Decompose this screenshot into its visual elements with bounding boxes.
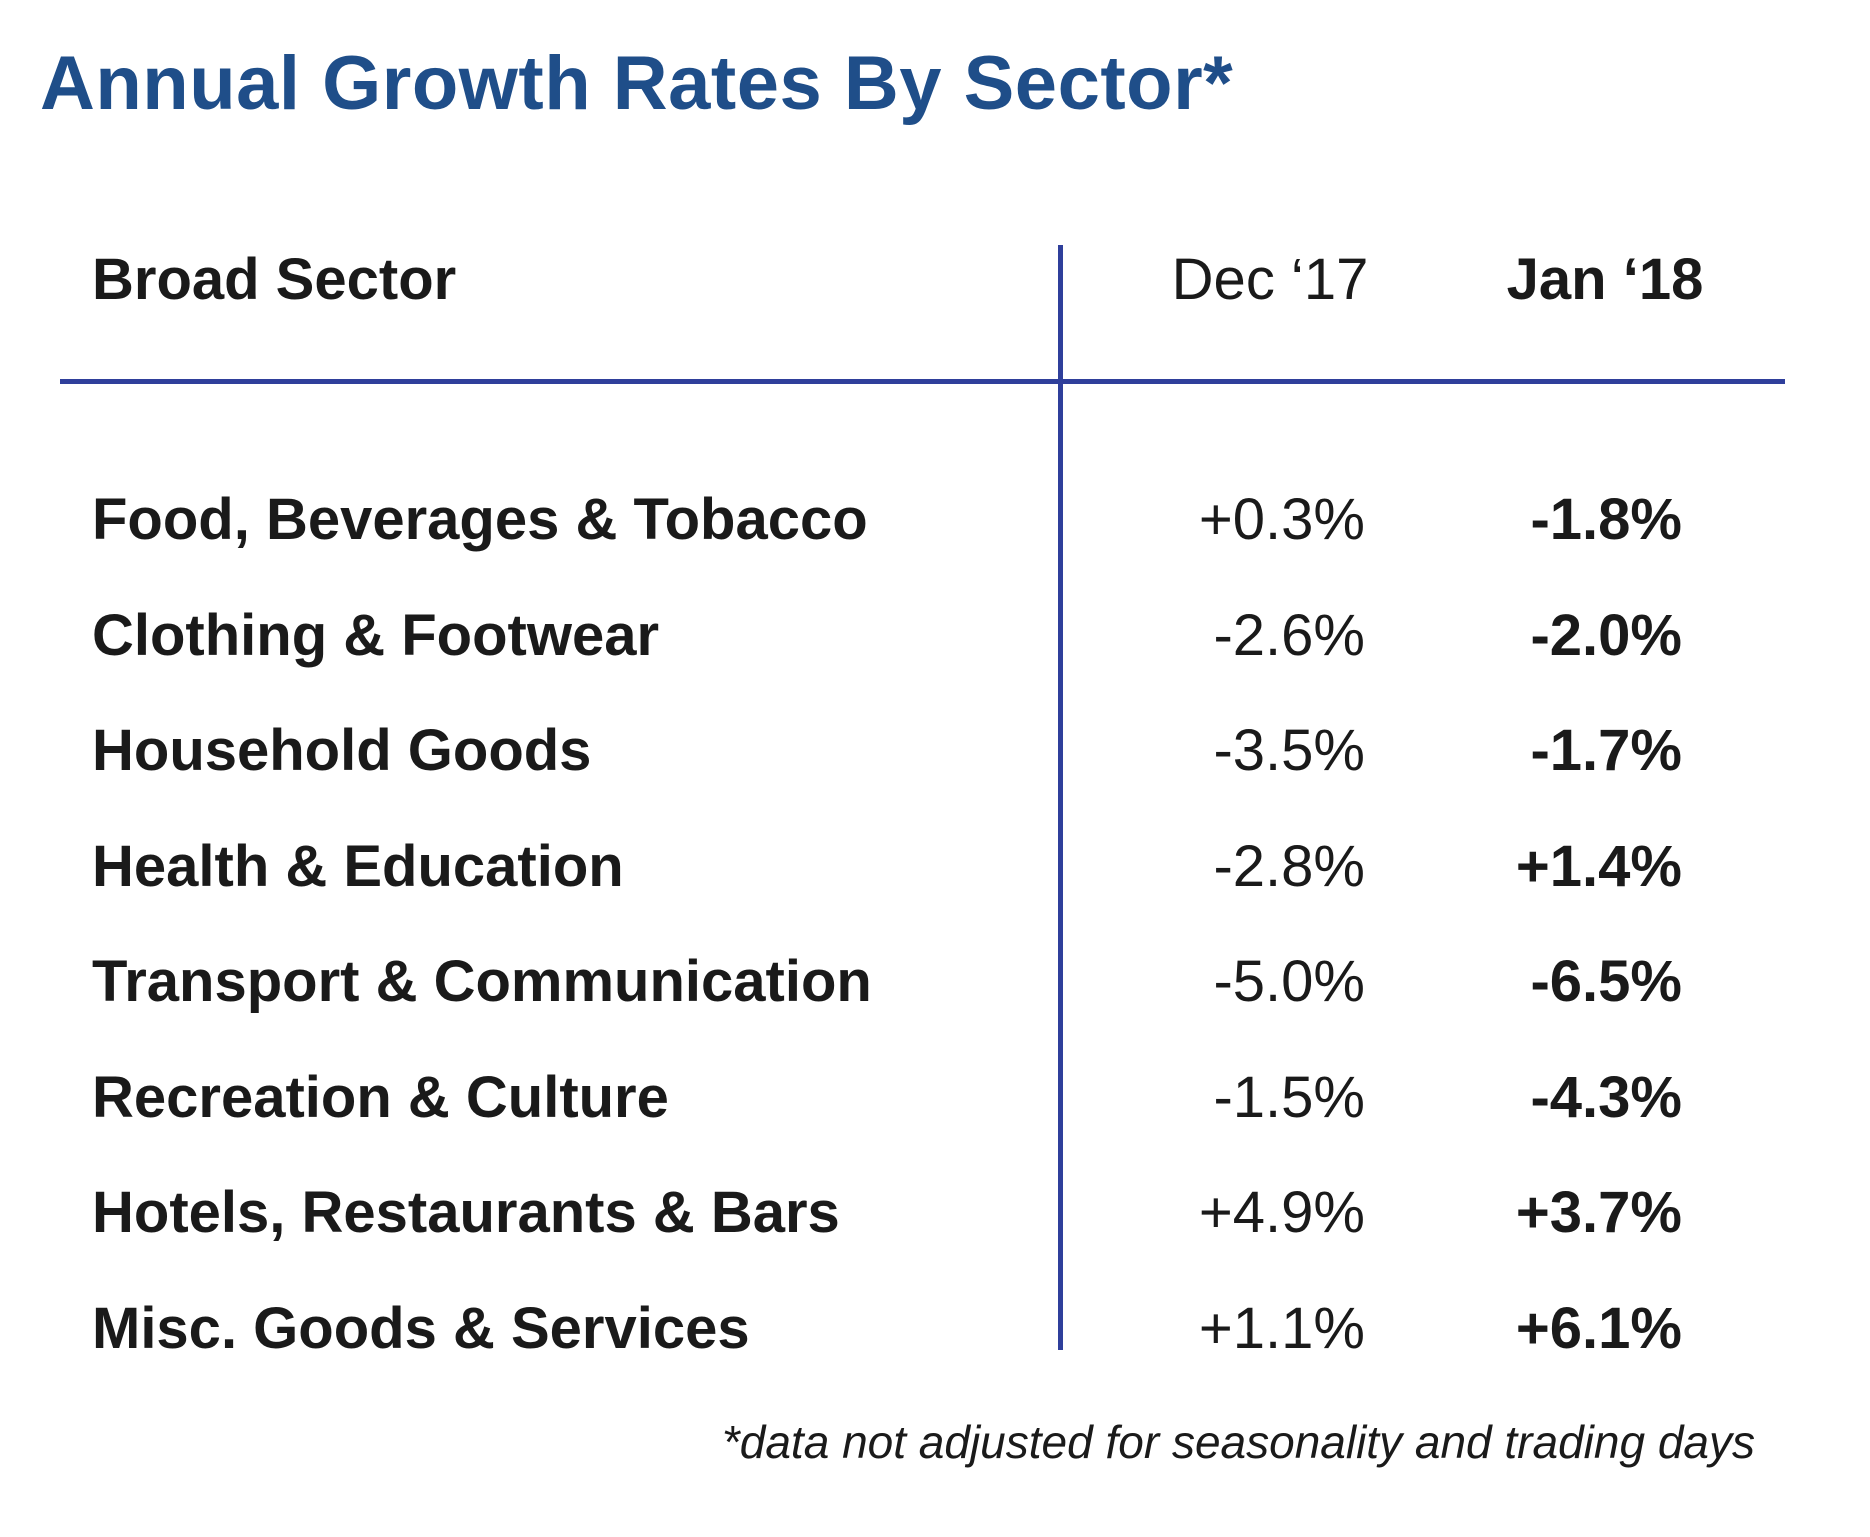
jan-18-value: +1.4% [1515, 833, 1682, 899]
table-row: Transport & Communication -5.0% -6.5% [0, 937, 1870, 1027]
dec-17-value: -3.5% [1213, 718, 1365, 783]
table-row: Hotels, Restaurants & Bars +4.9% +3.7% [0, 1168, 1870, 1258]
jan-18-value: -1.7% [1530, 718, 1682, 783]
sector-label: Food, Beverages & Tobacco [92, 487, 868, 552]
jan-18-value: -2.0% [1530, 602, 1682, 668]
dec-17-value: +4.9% [1198, 1180, 1365, 1245]
sector-label: Household Goods [92, 718, 592, 783]
table-row: Misc. Goods & Services +1.1% +6.1% [0, 1284, 1870, 1374]
table-row: Household Goods -3.5% -1.7% [0, 706, 1870, 796]
jan-18-value: +6.1% [1515, 1295, 1682, 1361]
jan-18-value: -6.5% [1530, 949, 1682, 1014]
dec-17-value: +0.3% [1198, 487, 1365, 552]
column-divider [1058, 245, 1063, 1350]
sector-label: Clothing & Footwear [92, 602, 660, 668]
dec-17-value: -2.8% [1213, 833, 1365, 899]
footnote: *data not adjusted for seasonality and t… [721, 1416, 1755, 1468]
table-row: Food, Beverages & Tobacco +0.3% -1.8% [0, 475, 1870, 565]
sector-label: Hotels, Restaurants & Bars [92, 1180, 840, 1245]
dec-17-value: -2.6% [1213, 602, 1365, 668]
table-title: Annual Growth Rates By Sector* [40, 41, 1234, 126]
header-divider [60, 379, 1785, 384]
jan-18-value: -1.8% [1530, 487, 1682, 552]
sector-label: Recreation & Culture [92, 1064, 669, 1130]
table-row: Clothing & Footwear -2.6% -2.0% [0, 591, 1870, 681]
jan-18-value: +3.7% [1515, 1180, 1682, 1245]
column-header-sector: Broad Sector [92, 247, 457, 312]
jan-18-value: -4.3% [1530, 1064, 1682, 1130]
dec-17-value: -5.0% [1213, 949, 1365, 1014]
dec-17-value: -1.5% [1213, 1064, 1365, 1130]
table-row: Health & Education -2.8% +1.4% [0, 822, 1870, 912]
sector-label: Misc. Goods & Services [92, 1295, 750, 1361]
table-row: Recreation & Culture -1.5% -4.3% [0, 1053, 1870, 1143]
sector-label: Transport & Communication [92, 949, 872, 1014]
column-header-jan-18: Jan ‘18 [1506, 247, 1704, 312]
column-header-dec-17: Dec ‘17 [1171, 247, 1369, 312]
dec-17-value: +1.1% [1198, 1295, 1365, 1361]
sector-label: Health & Education [92, 833, 624, 899]
